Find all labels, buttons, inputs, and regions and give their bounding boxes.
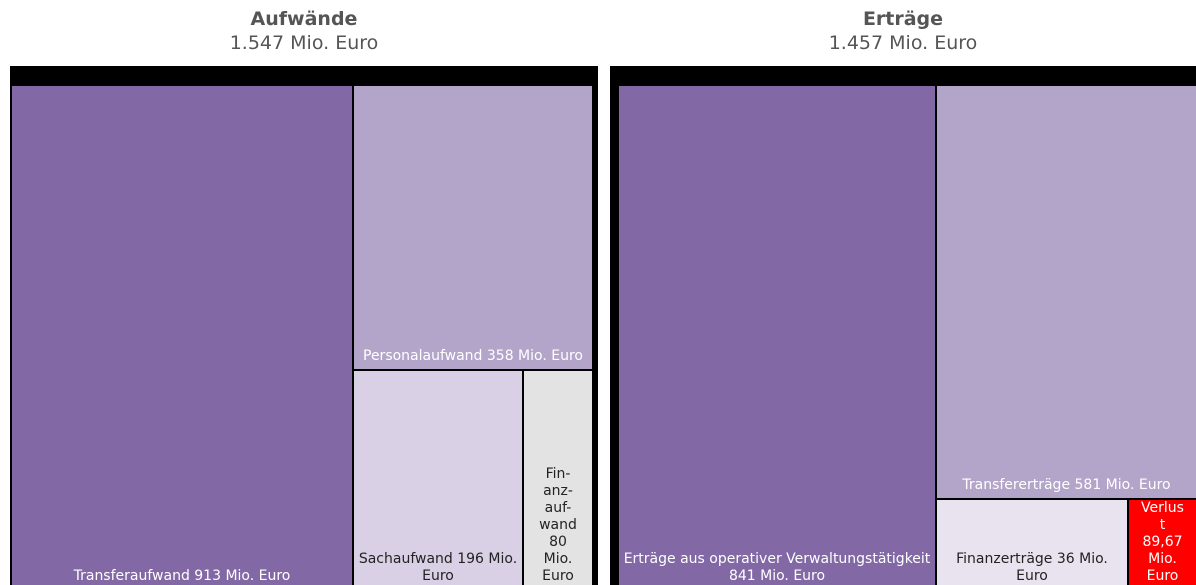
chart-title-aufwaende: Aufwände bbox=[250, 8, 358, 30]
tile-transferaufwand[interactable]: Transferaufwand 913 Mio. Euro bbox=[12, 86, 352, 585]
tile-label: Transfererträge 581 Mio. Euro bbox=[962, 477, 1171, 493]
tile-ertraege-operativ[interactable]: Erträge aus operativer Verwaltungstätigk… bbox=[619, 86, 935, 585]
chart-title-ertraege: Erträge bbox=[862, 8, 944, 30]
tile-transferertraege[interactable]: Transfererträge 581 Mio. Euro bbox=[937, 86, 1196, 498]
tile-label: Finanzerträge 36 Mio. Euro bbox=[956, 551, 1108, 584]
tile-label: Sachaufwand 196 Mio. Euro bbox=[358, 551, 518, 584]
tile-label: Transferaufwand 913 Mio. Euro bbox=[73, 568, 291, 584]
tile-label: Verlust 89,67 Mio. Euro bbox=[1141, 500, 1184, 584]
tile-label: Personalaufwand 358 Mio. Euro bbox=[363, 348, 583, 364]
chart-subtitle-ertraege: 1.457 Mio. Euro bbox=[828, 32, 978, 54]
tile-label: Fin-anz-auf-wand 80 Mio. Euro bbox=[539, 466, 577, 584]
tile-finanzaufwand[interactable]: Fin-anz-auf-wand 80 Mio. Euro bbox=[524, 371, 592, 585]
tile-personalaufwand[interactable]: Personalaufwand 358 Mio. Euro bbox=[354, 86, 592, 369]
chart-subtitle-aufwaende: 1.547 Mio. Euro bbox=[229, 32, 379, 54]
tile-sachaufwand[interactable]: Sachaufwand 196 Mio. Euro bbox=[354, 371, 522, 585]
tile-finanzertraege[interactable]: Finanzerträge 36 Mio. Euro bbox=[937, 500, 1127, 585]
tile-verlust[interactable]: Verlust 89,67 Mio. Euro bbox=[1129, 500, 1196, 585]
tile-label: Erträge aus operativer Verwaltungstätigk… bbox=[623, 551, 931, 584]
